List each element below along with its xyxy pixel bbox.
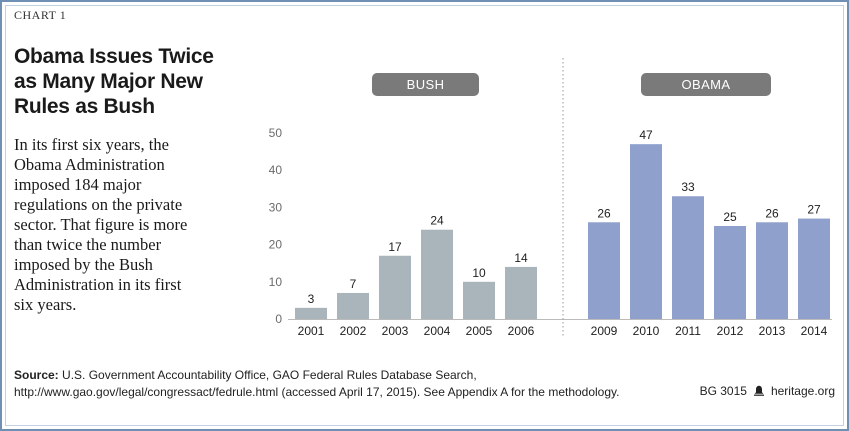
x-tick-label: 2002	[340, 324, 367, 338]
group-pill	[372, 73, 479, 96]
bar	[421, 229, 453, 319]
bar	[505, 266, 537, 319]
y-tick-label: 40	[269, 163, 283, 177]
source-text: U.S. Government Accountability Office, G…	[14, 368, 620, 399]
x-tick-label: 2004	[424, 324, 451, 338]
data-label: 7	[350, 277, 357, 291]
group-pill	[641, 73, 771, 96]
bar	[714, 226, 746, 319]
bar	[588, 222, 620, 319]
source-label: Source:	[14, 368, 59, 382]
data-label: 33	[681, 180, 695, 194]
y-tick-label: 50	[269, 126, 283, 140]
bar	[463, 281, 495, 319]
bar	[798, 218, 830, 319]
x-tick-label: 2011	[675, 324, 701, 338]
chart-number: CHART 1	[14, 8, 67, 22]
bar	[379, 255, 411, 319]
chart-description: In its first six years, the Obama Admini…	[14, 135, 188, 314]
group-label: BUSH	[407, 77, 445, 92]
data-label: 17	[388, 240, 402, 254]
y-tick-label: 20	[269, 238, 283, 252]
report-id: BG 3015	[699, 384, 747, 398]
y-tick-label: 0	[275, 312, 282, 326]
chart-inner-border	[5, 5, 844, 426]
source-note: Source: U.S. Government Accountability O…	[14, 367, 674, 401]
x-tick-label: 2009	[591, 324, 618, 338]
data-label: 26	[765, 206, 779, 220]
bar	[672, 196, 704, 319]
site-name: heritage.org	[770, 384, 835, 398]
x-tick-label: 2012	[717, 324, 744, 338]
data-label: 26	[597, 206, 611, 220]
group-label: OBAMA	[682, 77, 731, 92]
bar	[295, 307, 327, 319]
x-tick-label: 2003	[382, 324, 409, 338]
y-tick-label: 30	[269, 200, 283, 214]
x-tick-label: 2006	[508, 324, 535, 338]
data-label: 3	[308, 292, 315, 306]
x-tick-label: 2014	[801, 324, 828, 338]
bar	[630, 144, 662, 319]
x-tick-label: 2010	[633, 324, 660, 338]
bar	[756, 222, 788, 319]
x-tick-label: 2001	[298, 324, 325, 338]
y-tick-label: 10	[269, 275, 283, 289]
x-tick-label: 2005	[466, 324, 493, 338]
bar	[337, 292, 369, 319]
data-label: 25	[723, 210, 737, 224]
data-label: 47	[639, 128, 653, 142]
chart-title: Obama Issues Twice as Many Major New Rul…	[14, 45, 214, 118]
bell-icon	[753, 385, 764, 396]
footer-credit: BG 3015 heritage.org	[700, 384, 835, 398]
data-label: 24	[430, 214, 444, 228]
x-tick-label: 2013	[759, 324, 786, 338]
data-label: 27	[807, 203, 821, 217]
data-label: 10	[472, 266, 486, 280]
data-label: 14	[514, 251, 528, 265]
